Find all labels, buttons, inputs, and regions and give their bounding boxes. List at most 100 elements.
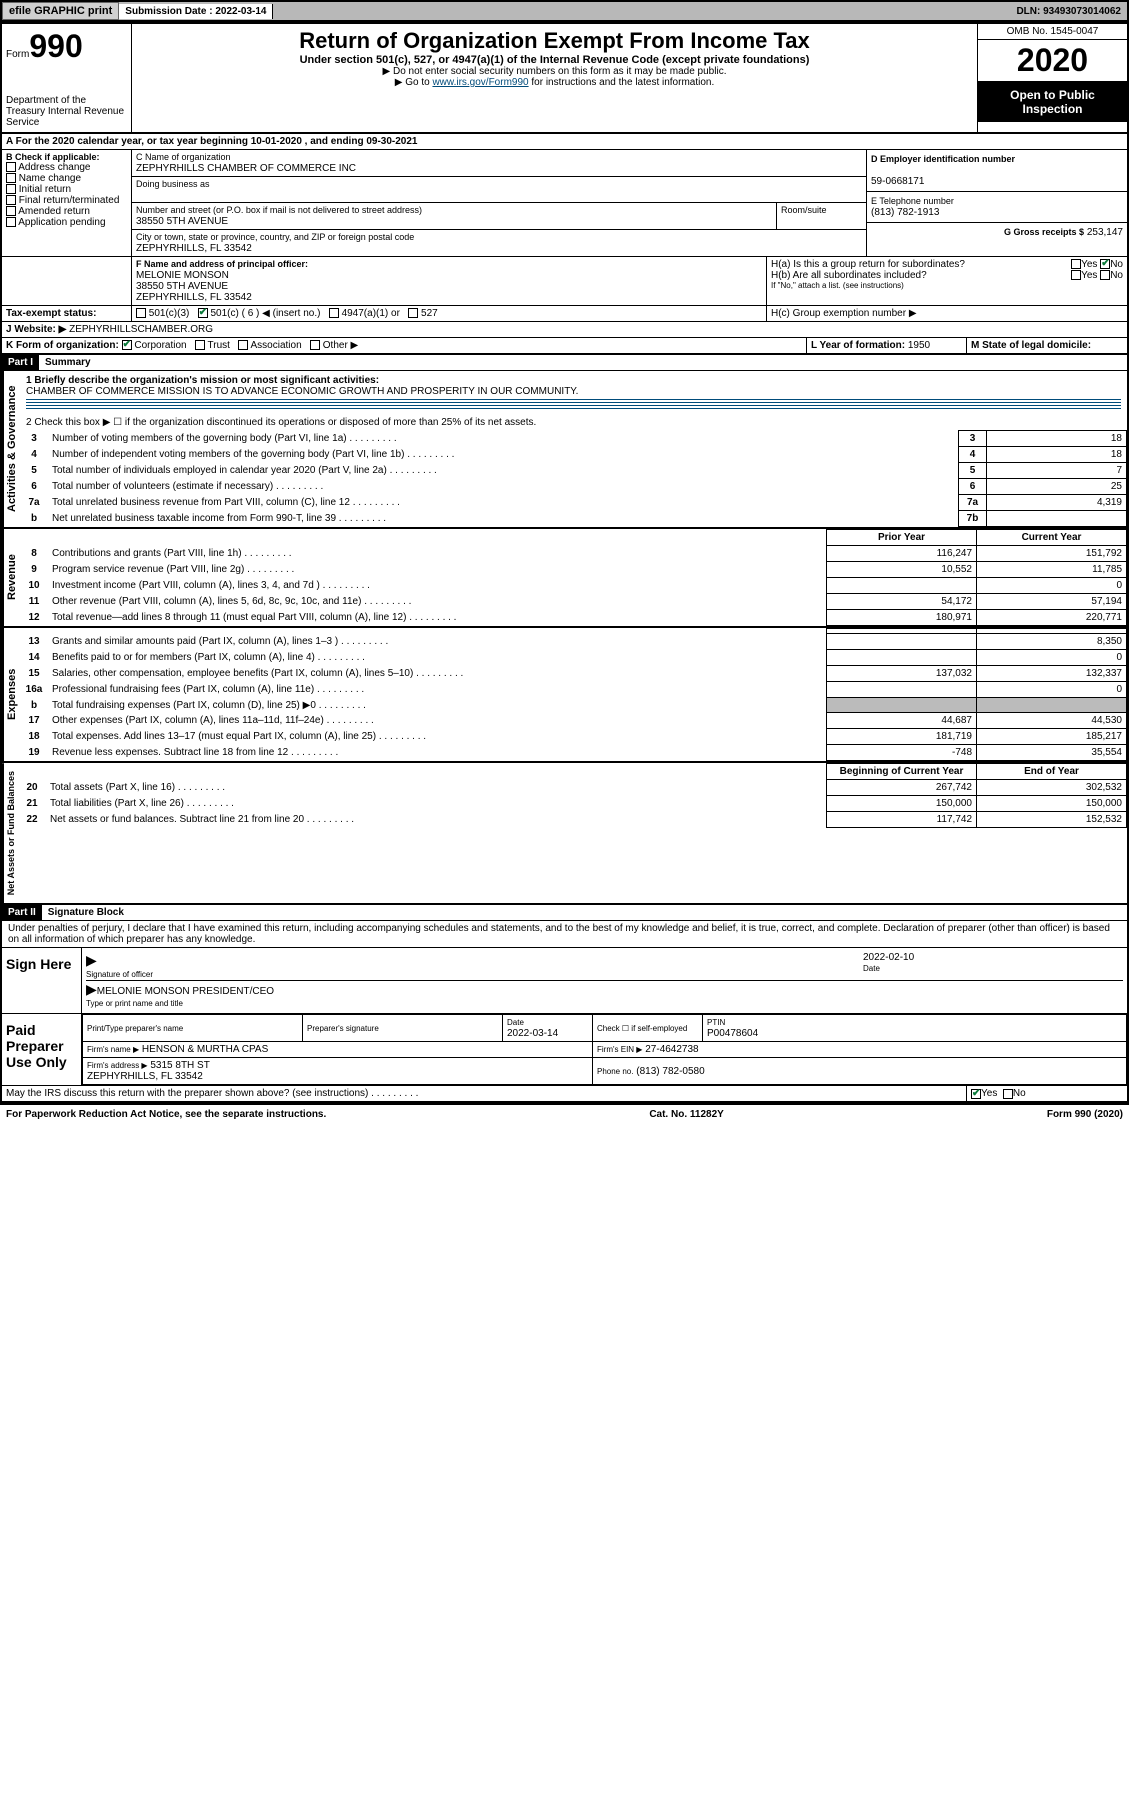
top-toolbar: efile GRAPHIC print Submission Date : 20… bbox=[0, 0, 1129, 22]
dln: DLN: 93493073014062 bbox=[1010, 4, 1127, 19]
table-row: bTotal fundraising expenses (Part IX, co… bbox=[20, 698, 1127, 713]
table-row: 9Program service revenue (Part VIII, lin… bbox=[20, 562, 1127, 578]
checkbox-option[interactable]: Address change bbox=[6, 162, 127, 173]
table-row: 12Total revenue—add lines 8 through 11 (… bbox=[20, 610, 1127, 626]
net-assets-section: Net Assets or Fund Balances Beginning of… bbox=[2, 763, 1127, 905]
checkbox-option[interactable]: ✔ Corporation bbox=[122, 340, 193, 351]
omb-number: OMB No. 1545-0047 bbox=[978, 24, 1127, 40]
checkbox-option[interactable]: Application pending bbox=[6, 217, 127, 228]
open-to-public: Open to Public Inspection bbox=[978, 82, 1127, 122]
table-row: 11Other revenue (Part VIII, column (A), … bbox=[20, 594, 1127, 610]
table-row: 15Salaries, other compensation, employee… bbox=[20, 666, 1127, 682]
part-ii-header: Part IISignature Block bbox=[2, 905, 1127, 921]
preparer-table: Print/Type preparer's name Preparer's si… bbox=[82, 1014, 1127, 1085]
table-row: 7aTotal unrelated business revenue from … bbox=[20, 495, 1127, 511]
table-row: 19Revenue less expenses. Subtract line 1… bbox=[20, 745, 1127, 761]
governance-table: 3Number of voting members of the governi… bbox=[20, 430, 1127, 527]
box-deg: D Employer identification number59-06681… bbox=[867, 150, 1127, 256]
org-address: 38550 5TH AVENUE bbox=[136, 216, 228, 227]
checkbox-option[interactable]: Association bbox=[236, 340, 308, 351]
table-row: 13Grants and similar amounts paid (Part … bbox=[20, 634, 1127, 650]
box-j: J Website: ▶ ZEPHYRHILLSCHAMBER.ORG bbox=[2, 322, 1127, 337]
form-version: Form 990 (2020) bbox=[1047, 1109, 1123, 1120]
discuss-question: May the IRS discuss this return with the… bbox=[2, 1086, 967, 1101]
ptin: P00478604 bbox=[707, 1028, 758, 1039]
table-row: 20Total assets (Part X, line 16)267,7423… bbox=[18, 780, 1127, 796]
tax-year: 2020 bbox=[978, 40, 1127, 82]
table-row: 8Contributions and grants (Part VIII, li… bbox=[20, 546, 1127, 562]
officer-addr: 38550 5TH AVENUE bbox=[136, 281, 228, 292]
gross-receipts: 253,147 bbox=[1087, 227, 1123, 238]
h-b: H(b) Are all subordinates included? Yes … bbox=[771, 270, 1123, 281]
officer-name: MELONIE MONSON bbox=[136, 270, 229, 281]
box-b: B Check if applicable: Address change Na… bbox=[2, 150, 132, 256]
checkbox-option[interactable]: Final return/terminated bbox=[6, 195, 127, 206]
checkbox-option[interactable]: Trust bbox=[192, 340, 235, 351]
side-label-expenses: Expenses bbox=[2, 628, 20, 761]
efile-print-button[interactable]: efile GRAPHIC print bbox=[2, 2, 119, 20]
part-i-header: Part ISummary bbox=[2, 355, 1127, 371]
submission-date: Submission Date : 2022-03-14 bbox=[119, 4, 273, 19]
pra-notice: For Paperwork Reduction Act Notice, see … bbox=[6, 1109, 326, 1120]
goto-note: ▶ Go to www.irs.gov/Form990 for instruct… bbox=[136, 77, 973, 88]
box-l: L Year of formation: 1950 bbox=[807, 338, 967, 353]
box-m: M State of legal domicile: bbox=[967, 338, 1127, 353]
checkbox-option[interactable]: Name change bbox=[6, 173, 127, 184]
table-row: 10Investment income (Part VIII, column (… bbox=[20, 578, 1127, 594]
ssn-note: ▶ Do not enter social security numbers o… bbox=[136, 66, 973, 77]
perjury-statement: Under penalties of perjury, I declare th… bbox=[2, 921, 1127, 948]
q1: 1 Briefly describe the organization's mi… bbox=[26, 375, 1121, 386]
h-c: H(c) Group exemption number ▶ bbox=[767, 306, 1127, 321]
box-i-label: Tax-exempt status: bbox=[2, 306, 132, 321]
side-label-revenue: Revenue bbox=[2, 529, 20, 626]
table-row: 6Total number of volunteers (estimate if… bbox=[20, 479, 1127, 495]
paid-preparer-row: Paid Preparer Use Only Print/Type prepar… bbox=[2, 1014, 1127, 1086]
page-footer: For Paperwork Reduction Act Notice, see … bbox=[0, 1105, 1129, 1124]
box-k: K Form of organization: ✔ Corporation Tr… bbox=[2, 338, 807, 353]
box-c: C Name of organizationZEPHYRHILLS CHAMBE… bbox=[132, 150, 867, 256]
h-b-note: If "No," attach a list. (see instruction… bbox=[771, 281, 1123, 290]
form-number: 990 bbox=[29, 28, 82, 64]
website: ZEPHYRHILLSCHAMBER.ORG bbox=[69, 324, 213, 335]
side-label-governance: Activities & Governance bbox=[2, 371, 20, 527]
officer-sig-name: MELONIE MONSON PRESIDENT/CEO bbox=[97, 986, 274, 997]
firm-phone: (813) 782-0580 bbox=[636, 1066, 704, 1077]
tax-period: A For the 2020 calendar year, or tax yea… bbox=[2, 134, 1127, 149]
ein: 59-0668171 bbox=[871, 176, 924, 187]
irs-link[interactable]: www.irs.gov/Form990 bbox=[432, 77, 528, 88]
form-header: Form990 Department of the Treasury Inter… bbox=[2, 24, 1127, 134]
expenses-section: Expenses 13Grants and similar amounts pa… bbox=[2, 628, 1127, 763]
firm-ein: 27-4642738 bbox=[645, 1044, 698, 1055]
sign-date: 2022-02-10 bbox=[863, 952, 914, 963]
box-i: 501(c)(3) ✔ 501(c) ( 6 ) ◀ (insert no.) … bbox=[132, 306, 767, 321]
q2: 2 Check this box ▶ ☐ if the organization… bbox=[20, 415, 1127, 430]
side-label-netassets: Net Assets or Fund Balances bbox=[2, 763, 18, 903]
form-title: Return of Organization Exempt From Incom… bbox=[136, 28, 973, 54]
revenue-table: Prior YearCurrent Year8Contributions and… bbox=[20, 529, 1127, 626]
table-row: 18Total expenses. Add lines 13–17 (must … bbox=[20, 729, 1127, 745]
telephone: (813) 782-1913 bbox=[871, 207, 939, 218]
sign-here-row: Sign Here ▶Signature of officer 2022-02-… bbox=[2, 948, 1127, 1014]
dept-treasury: Department of the Treasury Internal Reve… bbox=[6, 95, 127, 128]
mission-text: CHAMBER OF COMMERCE MISSION IS TO ADVANC… bbox=[26, 386, 1121, 397]
h-a: H(a) Is this a group return for subordin… bbox=[771, 259, 1123, 270]
form-label: Form bbox=[6, 49, 29, 60]
table-row: 14Benefits paid to or for members (Part … bbox=[20, 650, 1127, 666]
table-row: 16aProfessional fundraising fees (Part I… bbox=[20, 682, 1127, 698]
checkbox-option[interactable]: Other ▶ bbox=[307, 340, 364, 351]
activities-governance-section: Activities & Governance 1 Briefly descri… bbox=[2, 371, 1127, 529]
expenses-table: 13Grants and similar amounts paid (Part … bbox=[20, 628, 1127, 761]
table-row: 21Total liabilities (Part X, line 26)150… bbox=[18, 796, 1127, 812]
firm-addr: 5315 8TH ST bbox=[150, 1060, 209, 1071]
checkbox-option[interactable]: Initial return bbox=[6, 184, 127, 195]
officer-city: ZEPHYRHILLS, FL 33542 bbox=[136, 292, 252, 303]
revenue-section: Revenue Prior YearCurrent Year8Contribut… bbox=[2, 529, 1127, 628]
org-name: ZEPHYRHILLS CHAMBER OF COMMERCE INC bbox=[136, 163, 356, 174]
table-row: 22Net assets or fund balances. Subtract … bbox=[18, 812, 1127, 828]
form-subtitle: Under section 501(c), 527, or 4947(a)(1)… bbox=[136, 54, 973, 66]
tax-period-row: A For the 2020 calendar year, or tax yea… bbox=[2, 134, 1127, 150]
cat-no: Cat. No. 11282Y bbox=[649, 1109, 723, 1120]
org-city: ZEPHYRHILLS, FL 33542 bbox=[136, 243, 252, 254]
table-row: 5Total number of individuals employed in… bbox=[20, 463, 1127, 479]
checkbox-option[interactable]: Amended return bbox=[6, 206, 127, 217]
